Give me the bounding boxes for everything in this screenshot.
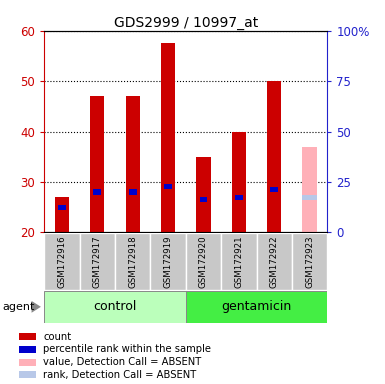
Text: count: count [43,332,72,342]
Bar [55,197,69,232]
Bar [164,184,172,189]
Bar [303,147,316,232]
Bar [186,291,327,323]
Text: agent: agent [2,302,34,312]
Bar [58,205,66,210]
Text: rank, Detection Call = ABSENT: rank, Detection Call = ABSENT [43,370,197,380]
Bar [126,96,140,232]
Text: percentile rank within the sample: percentile rank within the sample [43,344,211,354]
Text: GSM172922: GSM172922 [270,235,279,288]
Bar [303,195,316,200]
Bar [270,187,278,192]
Bar [232,131,246,232]
Bar [129,189,137,195]
Bar [94,189,101,195]
Bar [196,157,211,232]
Bar [235,195,243,200]
Bar [19,346,36,353]
Text: GSM172920: GSM172920 [199,235,208,288]
Text: value, Detection Call = ABSENT: value, Detection Call = ABSENT [43,357,201,367]
Bar [19,333,36,340]
Text: GSM172918: GSM172918 [128,235,137,288]
Bar [292,233,327,290]
Text: GSM172921: GSM172921 [234,235,243,288]
Bar [151,233,186,290]
Text: GSM172923: GSM172923 [305,235,314,288]
Title: GDS2999 / 10997_at: GDS2999 / 10997_at [114,16,258,30]
Bar [115,233,151,290]
Bar [186,233,221,290]
Text: gentamicin: gentamicin [221,300,291,313]
Text: GSM172916: GSM172916 [57,235,67,288]
Bar [256,233,292,290]
Bar [221,233,256,290]
Text: GSM172919: GSM172919 [164,235,172,288]
Bar [199,197,208,202]
Bar [161,43,175,232]
Bar [90,96,104,232]
Text: control: control [93,300,137,313]
Bar [19,371,36,378]
Bar [44,233,80,290]
Text: GSM172917: GSM172917 [93,235,102,288]
Bar [267,81,281,232]
Bar [80,233,115,290]
Bar [19,359,36,366]
Bar [44,291,186,323]
